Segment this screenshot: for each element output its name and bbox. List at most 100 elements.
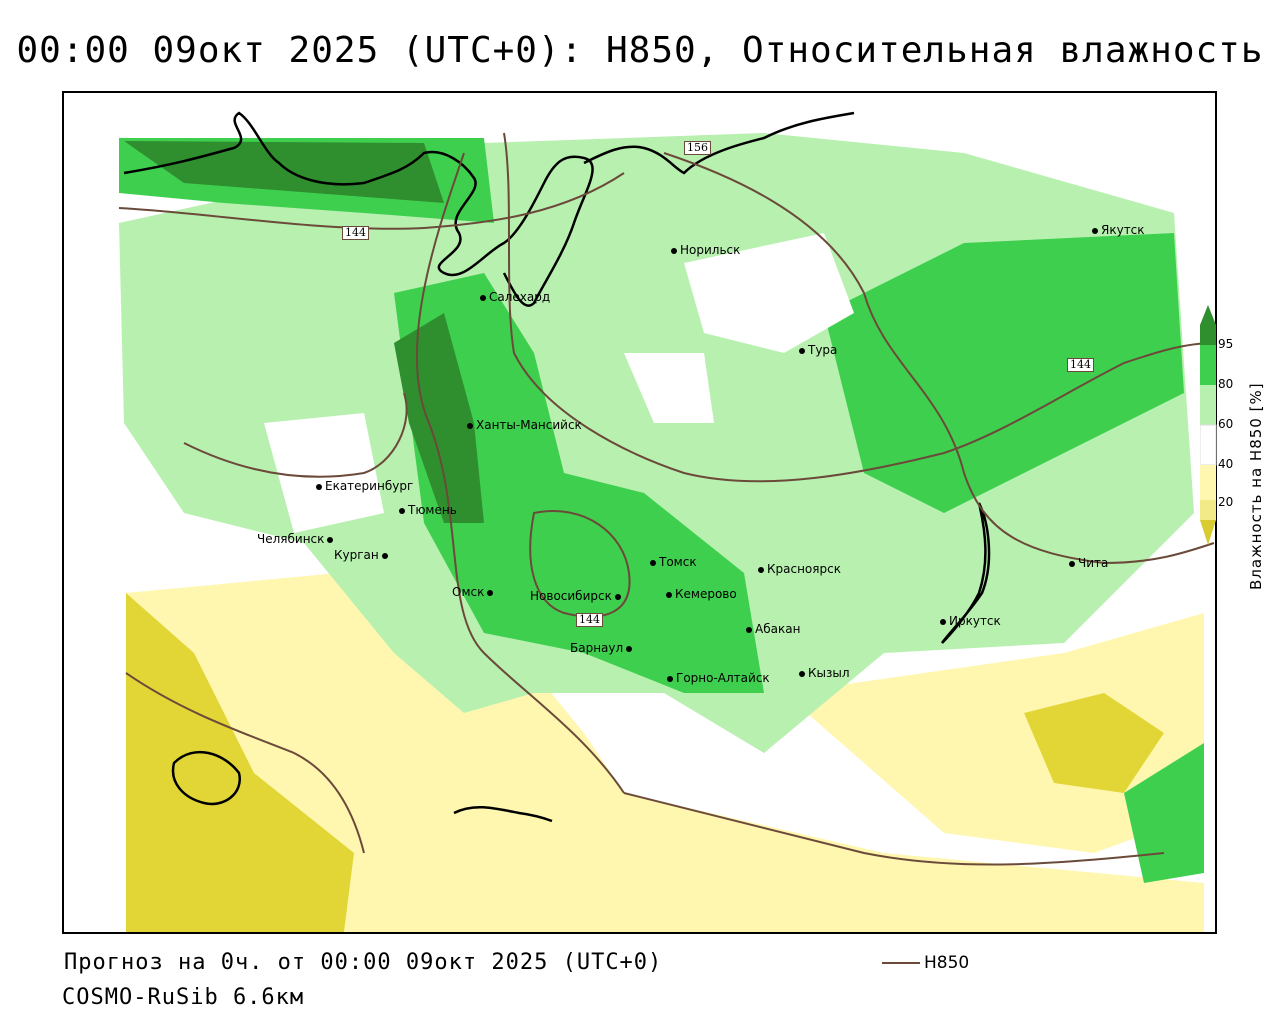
legend-band-95 bbox=[1200, 325, 1216, 345]
city-marker: Ханты-Мансийск bbox=[467, 418, 582, 432]
dry-region-southeast-dark bbox=[1024, 693, 1164, 793]
legend-band-40 bbox=[1200, 465, 1216, 500]
map-canvas bbox=[118, 111, 1215, 932]
city-dot bbox=[1069, 560, 1075, 567]
city-name: Челябинск bbox=[257, 532, 325, 546]
city-name: Иркутск bbox=[949, 614, 1001, 628]
contour-swatch bbox=[882, 962, 920, 964]
legend-band-50 bbox=[1200, 424, 1217, 466]
city-dot bbox=[381, 552, 388, 559]
contour-line bbox=[118, 172, 625, 230]
h850-contours bbox=[118, 132, 1215, 866]
legend-title: Влажность на H850 [%] bbox=[1247, 382, 1265, 590]
legend-tick: 20 bbox=[1218, 495, 1234, 509]
city-dot bbox=[467, 422, 473, 429]
city-marker: Курган bbox=[334, 548, 391, 562]
city-marker: Тура bbox=[799, 343, 837, 357]
city-dot bbox=[667, 675, 673, 682]
city-name: Тура bbox=[808, 343, 838, 357]
dry-region-southeast bbox=[784, 613, 1204, 853]
city-marker: Тюмень bbox=[399, 503, 457, 517]
legend-tick: 40 bbox=[1218, 457, 1234, 471]
city-name: Салехард bbox=[489, 290, 551, 304]
contour-line bbox=[415, 152, 625, 794]
contour-label: 156 bbox=[684, 141, 711, 155]
city-marker: Якутск bbox=[1092, 223, 1145, 237]
city-marker: Красноярск bbox=[758, 562, 841, 576]
city-name: Томск bbox=[659, 555, 697, 569]
legend-colorbar bbox=[1200, 305, 1217, 545]
city-name: Ханты-Мансийск bbox=[476, 418, 582, 432]
humidity-map: 156 144 144 144 Норильск Якутск Салехард… bbox=[62, 91, 1217, 934]
contour-line bbox=[663, 152, 1215, 565]
forecast-info: Прогноз на 0ч. от 00:00 09окт 2025 (UTC+… bbox=[64, 950, 663, 975]
city-marker: Екатеринбург bbox=[316, 479, 413, 493]
city-marker: Иркутск bbox=[940, 614, 1001, 628]
contour-legend-label: H850 bbox=[924, 953, 970, 973]
city-name: Красноярск bbox=[767, 562, 841, 576]
moist-region-medium-east bbox=[824, 233, 1184, 513]
city-name: Курган bbox=[334, 548, 379, 562]
legend-tick: 60 bbox=[1218, 417, 1234, 431]
neutral-region-3 bbox=[624, 353, 714, 423]
city-dot bbox=[746, 626, 752, 633]
city-dot bbox=[671, 247, 677, 254]
city-dot bbox=[626, 645, 633, 652]
color-legend: 95 80 60 40 20 bbox=[1198, 305, 1268, 595]
contour-line bbox=[503, 132, 1215, 483]
legend-arrow-top bbox=[1200, 305, 1216, 325]
city-name: Кызыл bbox=[808, 666, 850, 680]
city-name: Барнаул bbox=[570, 641, 624, 655]
legend-tick: 80 bbox=[1218, 377, 1234, 391]
city-marker: Абакан bbox=[746, 622, 800, 636]
city-marker: Челябинск bbox=[257, 532, 336, 546]
baikal-lake bbox=[940, 502, 991, 644]
moist-region-medium bbox=[394, 273, 764, 693]
city-name: Новосибирск bbox=[530, 589, 612, 603]
city-marker: Омск bbox=[452, 585, 496, 599]
city-name: Омск bbox=[452, 585, 485, 599]
city-dot bbox=[399, 507, 405, 514]
neutral-region-2 bbox=[264, 413, 384, 533]
dry-region-southwest-dark bbox=[126, 593, 354, 932]
city-name: Горно-Алтайск bbox=[676, 671, 770, 685]
map-title: 00:00 09окт 2025 (UTC+0): H850, Относите… bbox=[16, 30, 1264, 71]
contour-legend: H850 bbox=[882, 953, 969, 973]
contour-line bbox=[529, 510, 631, 618]
legend-arrow-bottom bbox=[1200, 520, 1216, 545]
city-name: Тюмень bbox=[408, 503, 457, 517]
model-name: COSMO-RuSib 6.6км bbox=[62, 985, 305, 1010]
dry-region-southwest bbox=[126, 563, 1204, 932]
city-dot bbox=[327, 536, 334, 543]
city-dot bbox=[480, 294, 486, 301]
contour-line bbox=[623, 792, 1165, 866]
city-marker: Горно-Алтайск bbox=[667, 671, 770, 685]
city-marker: Кемерово bbox=[666, 587, 737, 601]
legend-tick: 95 bbox=[1218, 337, 1234, 351]
city-dot bbox=[799, 347, 805, 354]
lake-outline-south bbox=[453, 805, 553, 823]
city-name: Норильск bbox=[680, 243, 741, 257]
lake-outline-southwest bbox=[171, 750, 242, 806]
city-dot bbox=[650, 559, 656, 566]
city-marker: Салехард bbox=[480, 290, 550, 304]
city-marker: Норильск bbox=[671, 243, 740, 257]
contour-label: 144 bbox=[342, 226, 369, 240]
contour-label: 144 bbox=[1067, 358, 1094, 372]
city-dot bbox=[758, 566, 764, 573]
city-marker: Новосибирск bbox=[530, 589, 624, 603]
legend-band-80 bbox=[1200, 345, 1216, 385]
city-name: Екатеринбург bbox=[325, 479, 414, 493]
city-name: Якутск bbox=[1101, 223, 1145, 237]
contour-line bbox=[183, 392, 408, 478]
contour-line bbox=[125, 672, 365, 854]
city-marker: Барнаул bbox=[570, 641, 635, 655]
city-name: Кемерово bbox=[675, 587, 737, 601]
city-name: Абакан bbox=[755, 622, 801, 636]
city-dot bbox=[316, 483, 322, 490]
legend-band-20 bbox=[1200, 500, 1216, 520]
city-dot bbox=[1092, 227, 1098, 234]
city-marker: Чита bbox=[1069, 556, 1108, 570]
city-name: Чита bbox=[1078, 556, 1109, 570]
legend-band-60 bbox=[1200, 385, 1216, 425]
